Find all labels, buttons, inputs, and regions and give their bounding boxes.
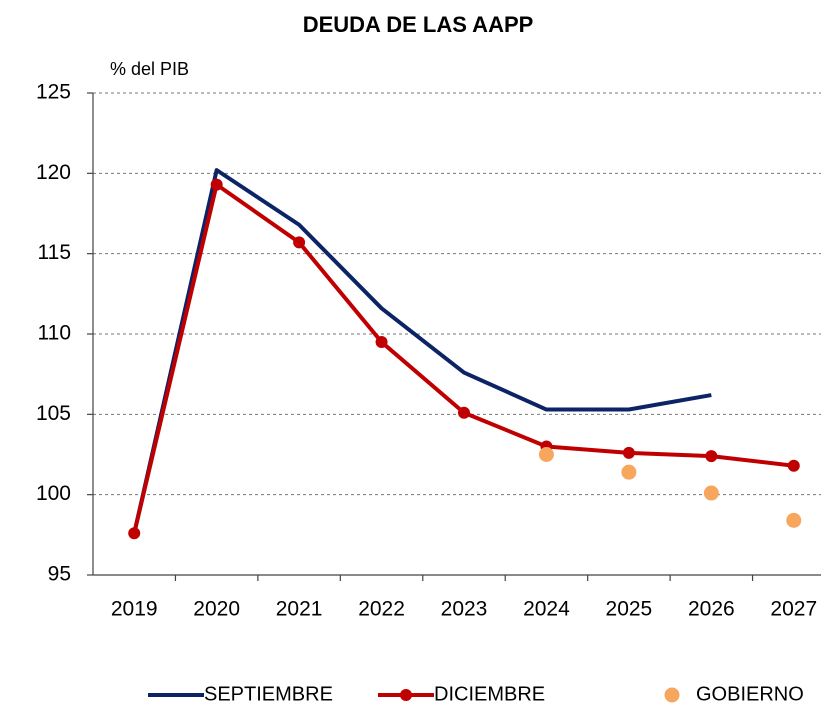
legend-marker bbox=[400, 689, 412, 701]
point bbox=[128, 527, 141, 540]
y-tick-label: 105 bbox=[36, 402, 71, 425]
x-tick-label: 2021 bbox=[276, 598, 323, 621]
point bbox=[786, 512, 802, 528]
point bbox=[703, 485, 719, 501]
point bbox=[293, 236, 306, 249]
point bbox=[375, 336, 388, 349]
legend-label: SEPTIEMBRE bbox=[204, 683, 333, 705]
point bbox=[210, 178, 223, 191]
legend-label: GOBIERNO bbox=[696, 683, 804, 705]
x-tick-label: 2026 bbox=[688, 598, 735, 621]
series-line bbox=[132, 168, 712, 534]
x-tick-label: 2027 bbox=[770, 598, 817, 621]
x-tick-label: 2022 bbox=[358, 598, 405, 621]
series-line bbox=[132, 182, 795, 534]
legend-marker bbox=[664, 687, 680, 703]
point bbox=[705, 450, 718, 463]
y-axis-label: % del PIB bbox=[110, 59, 189, 79]
legend-label: DICIEMBRE bbox=[434, 683, 545, 705]
point bbox=[787, 459, 800, 472]
chart-title: DEUDA DE LAS AAPP bbox=[303, 12, 534, 37]
point bbox=[622, 446, 635, 459]
y-tick-label: 110 bbox=[38, 322, 71, 345]
y-tick-label: 125 bbox=[36, 81, 71, 104]
point bbox=[538, 447, 554, 462]
y-tick-label: 120 bbox=[36, 161, 71, 184]
x-tick-label: 2023 bbox=[441, 598, 488, 621]
x-tick-label: 2019 bbox=[111, 598, 158, 621]
x-tick-label: 2025 bbox=[606, 598, 653, 621]
x-tick-label: 2020 bbox=[193, 598, 240, 621]
x-tick-label: 2024 bbox=[523, 598, 570, 621]
y-tick-label: 95 bbox=[48, 563, 71, 586]
y-tick-label: 100 bbox=[36, 482, 71, 505]
point bbox=[621, 464, 637, 480]
point bbox=[458, 406, 470, 419]
y-tick-label: 115 bbox=[38, 241, 71, 264]
